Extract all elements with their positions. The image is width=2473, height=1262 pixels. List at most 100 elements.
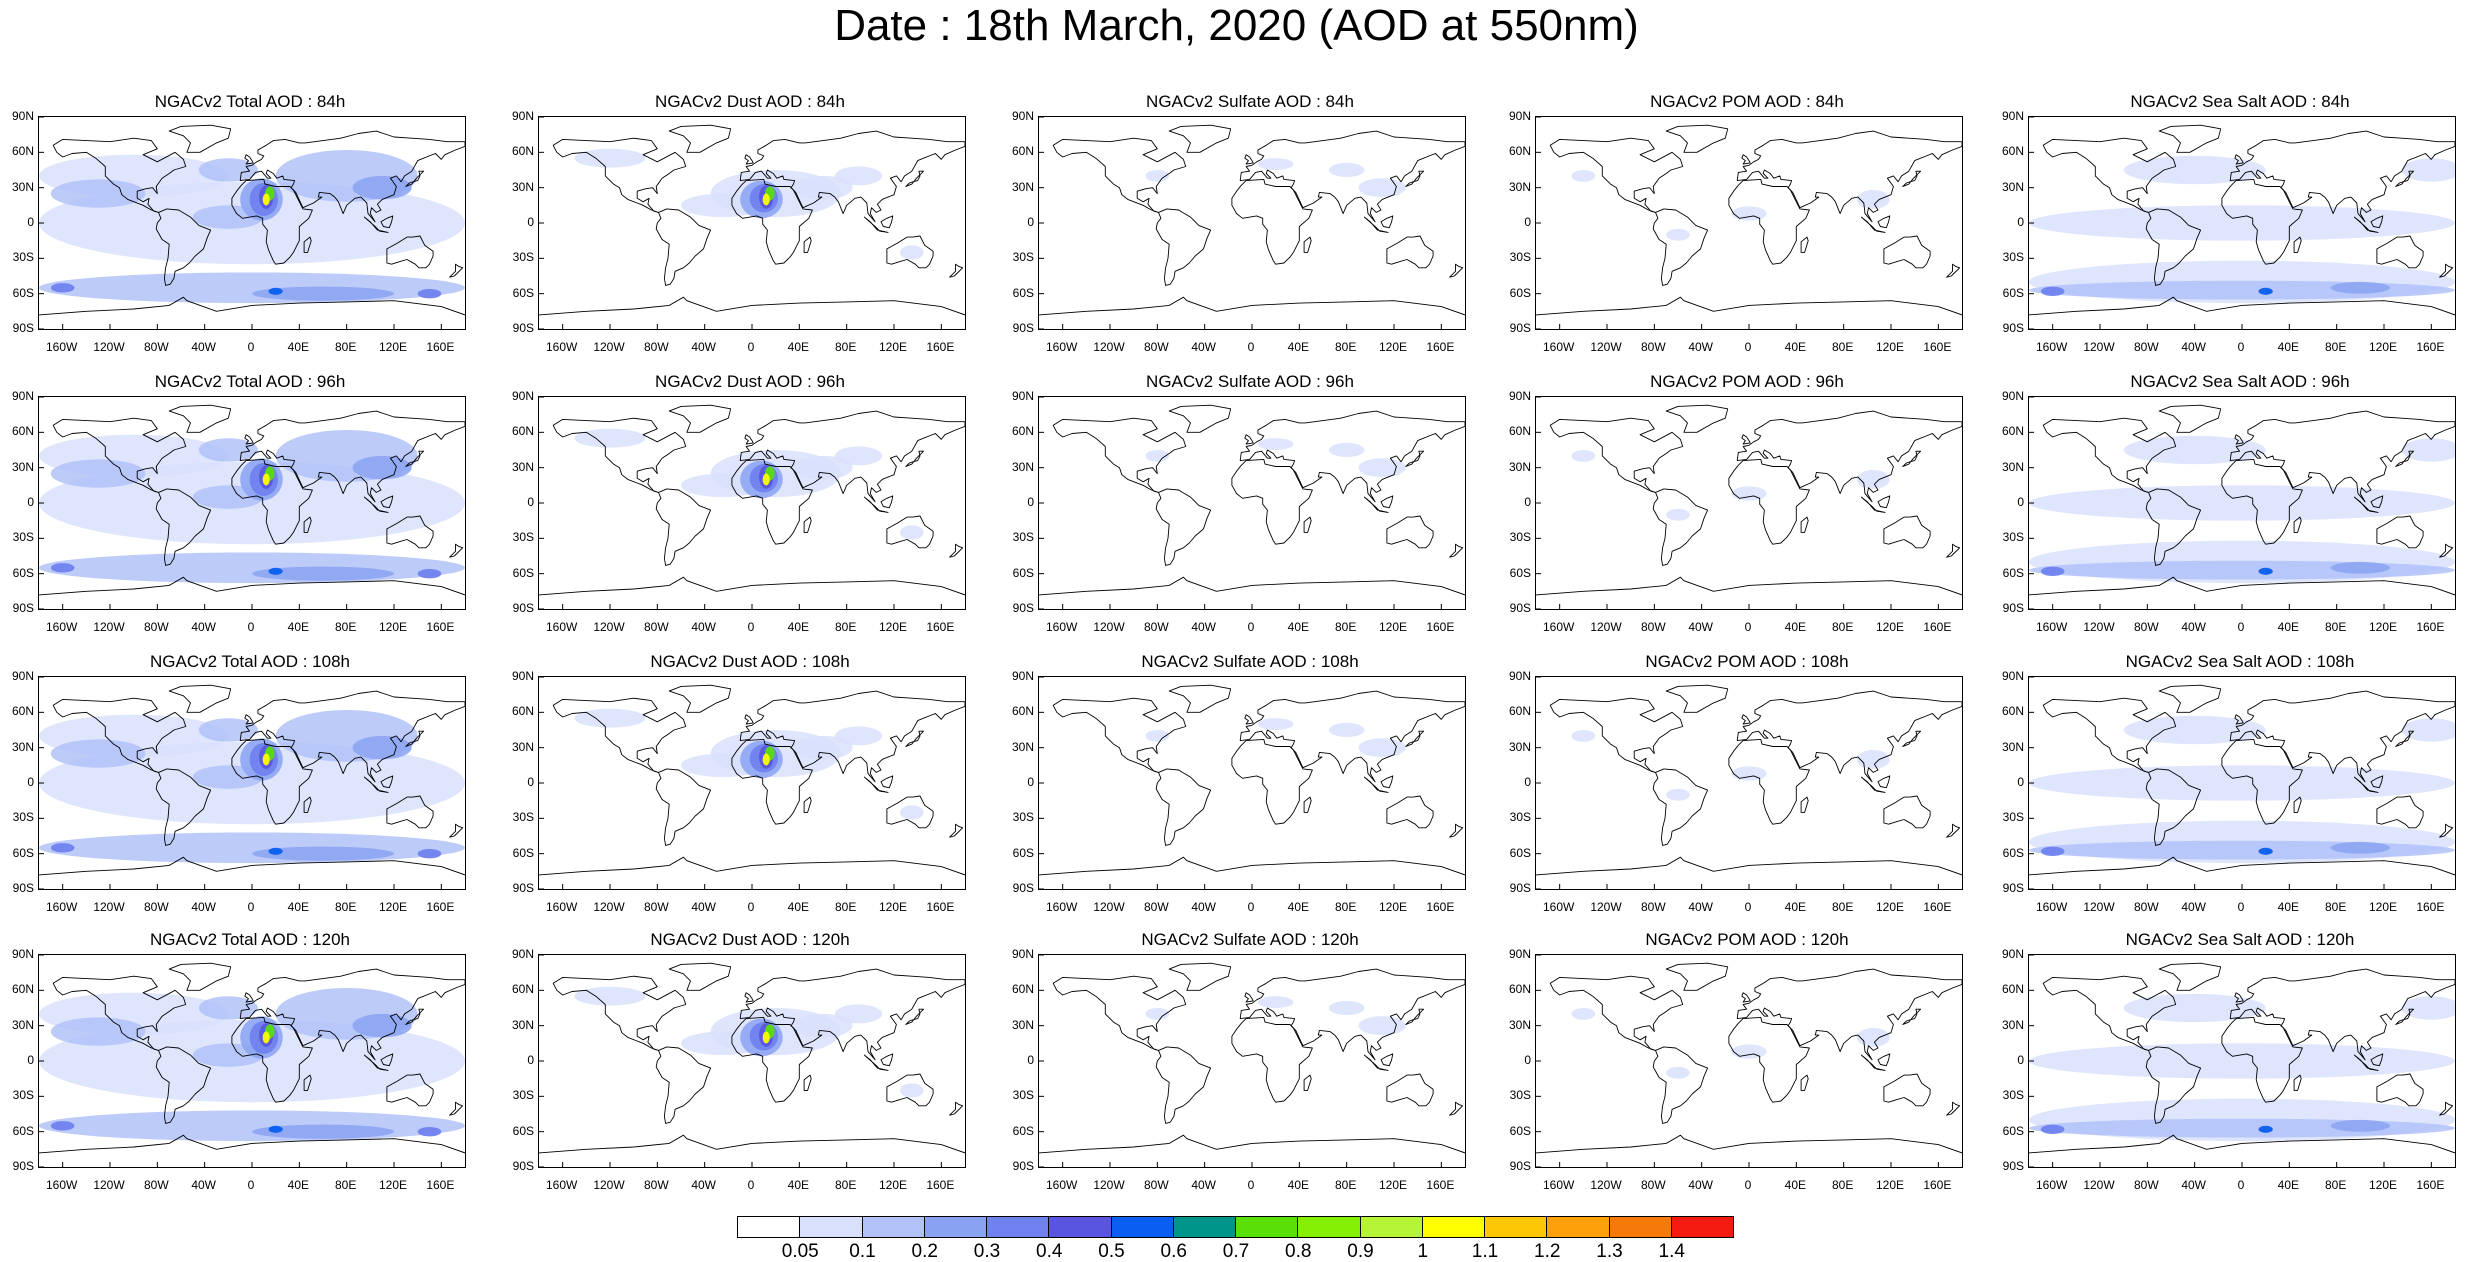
coastline-australia (886, 515, 934, 549)
aod-blob (1358, 458, 1406, 478)
coastline-britain (244, 992, 254, 1003)
lat-label: 30N (1508, 459, 1531, 474)
coastline-namerica (552, 975, 687, 1051)
lat-label: 90S (12, 601, 34, 615)
lat-label: 90N (1011, 947, 1034, 961)
lat-label: 60N (511, 144, 534, 159)
coastline-namerica (552, 417, 687, 493)
coastline-borneo (1877, 495, 1891, 509)
coastline-africa (1728, 738, 1810, 825)
colorbar-swatch (1235, 1216, 1299, 1238)
aod-field (2029, 993, 2455, 1142)
aod-blob (2040, 286, 2065, 297)
coastline-borneo (2370, 495, 2384, 509)
coastline-japan (905, 1008, 925, 1025)
lat-label: 30S (12, 530, 34, 545)
map-frame (38, 396, 466, 610)
lat-label: 30S (1509, 810, 1531, 825)
coastline-britain (744, 714, 754, 725)
map-panel: NGACv2 Total AOD : 96h 90N 60N 30N 0 30S 60S 90… (0, 372, 500, 652)
aod-map (539, 955, 965, 1167)
map-panel: NGACv2 Sulfate AOD : 84h 90N 60N 30N 0 30S 60S… (1000, 92, 1500, 372)
lat-label: 60N (1011, 144, 1034, 159)
map-frame (1535, 396, 1963, 610)
coastline-britain (2234, 992, 2244, 1003)
coastline-madagascar (303, 1074, 312, 1091)
coastline-japan (1405, 450, 1425, 467)
map-panel: NGACv2 Total AOD : 84h 90N 60N 30N 0 30S 60S 90… (0, 92, 500, 372)
lat-label: 90S (1509, 881, 1531, 895)
coastline-madagascar (803, 1074, 812, 1091)
coastline-australia (1386, 235, 1434, 269)
map-frame (2028, 396, 2456, 610)
coastline-madagascar (1303, 796, 1312, 813)
lat-label: 0 (527, 775, 534, 789)
lon-label: 40W (1191, 620, 1216, 634)
coastline-japan (905, 170, 925, 187)
coastline-greenland (1665, 962, 1729, 991)
aod-blob (793, 175, 853, 200)
colorbar-swatch (1359, 1216, 1423, 1238)
aod-blob (2040, 846, 2065, 857)
aod-field (39, 429, 465, 584)
coastline-australia (2376, 515, 2424, 549)
lat-label: 0 (527, 1053, 534, 1067)
coastline-japan (405, 170, 425, 187)
aod-blob (1666, 228, 1690, 241)
map-panel: NGACv2 Dust AOD : 120h 90N 60N 30N 0 30S 60S 90… (500, 930, 1000, 1210)
lat-label: 60S (1509, 1123, 1531, 1138)
lon-label: 120E (878, 1178, 908, 1192)
aod-blob (1731, 486, 1767, 501)
aod-blob (1257, 996, 1294, 1008)
lat-label: 0 (1027, 495, 1034, 509)
aod-blob (198, 158, 258, 182)
coastline-africa (1231, 458, 1313, 545)
coastline-indonesia (1860, 496, 1886, 513)
lon-label: 80E (834, 900, 857, 914)
aod-field (574, 148, 924, 260)
lon-label: 160W (1542, 340, 1575, 354)
aod-blob (899, 805, 924, 820)
lat-label: 90S (2002, 1159, 2024, 1173)
coastline-samerica (1652, 768, 1709, 846)
coastline-australia (886, 1073, 934, 1107)
aod-map (2029, 117, 2455, 329)
map-panel: NGACv2 Total AOD : 120h 90N 60N 30N 0 30S 60S 9… (0, 930, 500, 1210)
aod-map (1536, 677, 1962, 889)
lat-label: 90S (12, 321, 34, 335)
coastline-japan (1902, 450, 1922, 467)
lat-label: 90N (511, 109, 534, 123)
lon-label: 160W (1542, 900, 1575, 914)
coastline-australia (1386, 1073, 1434, 1107)
map-panel: NGACv2 POM AOD : 120h 90N 60N 30N 0 30S 60S 90S… (1497, 930, 1997, 1210)
aod-blob (2029, 1118, 2455, 1138)
lon-label: 40E (1784, 900, 1806, 914)
coastline-australia (386, 1073, 434, 1107)
lon-label: 40E (1287, 900, 1309, 914)
map-frame (1038, 116, 1466, 330)
colorbar-label: 1.3 (1596, 1241, 1623, 1262)
lon-label: 160W (45, 900, 78, 914)
lon-label: 120W (593, 620, 625, 634)
aod-blob (262, 1031, 270, 1044)
coastline-britain (1244, 154, 1254, 165)
coastline-australia (1386, 795, 1434, 829)
coastline-newzealand (2439, 1101, 2454, 1116)
lon-label: 120W (1590, 1178, 1622, 1192)
lon-label: 120E (1875, 1178, 1905, 1192)
lon-label: 40W (1688, 900, 1713, 914)
lat-label: 0 (1027, 215, 1034, 229)
lat-label: 30S (2002, 250, 2024, 265)
coastline-greenland (168, 404, 232, 433)
panel-title: NGACv2 Sulfate AOD : 120h (1141, 930, 1359, 949)
coastline-africa (1728, 178, 1810, 265)
aod-map (1536, 117, 1962, 329)
coastline-madagascar (2293, 796, 2302, 813)
aod-blob (50, 843, 75, 853)
coastline-greenland (668, 124, 732, 153)
main-title: Date : 18th March, 2020 (AOD at 550nm) (834, 1, 1639, 50)
coastline-antarctica (2029, 576, 2455, 596)
lon-label: 40E (287, 1178, 309, 1192)
coastline-namerica (2042, 697, 2177, 773)
coastline-namerica (52, 137, 187, 213)
